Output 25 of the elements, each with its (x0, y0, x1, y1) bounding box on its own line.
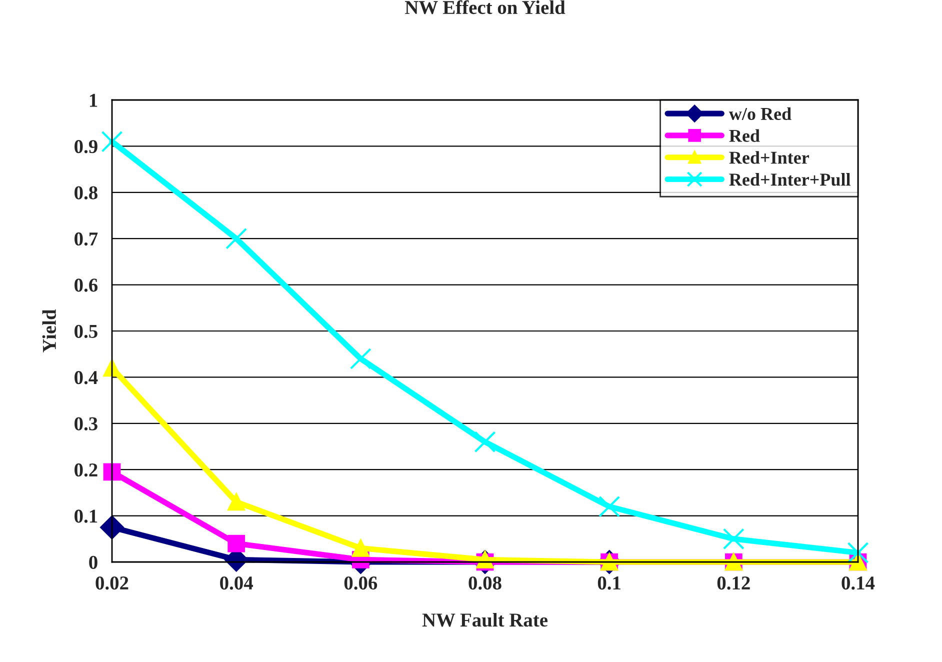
y-tick-label: 1 (90, 94, 98, 107)
x-tick-label: 0.12 (717, 576, 750, 590)
y-tick-label: 0.9 (74, 140, 98, 154)
x-axis-title: NW Fault Rate (422, 612, 548, 627)
x-tick-label: 0.14 (842, 576, 875, 590)
legend-label: Red+Inter+Pull (729, 173, 850, 186)
chart-title: NW Effect on Yield (404, 0, 566, 14)
x-tick-label: 0.04 (220, 576, 253, 590)
y-tick-label: 0.1 (74, 510, 98, 523)
y-tick-label: 0.4 (74, 371, 98, 384)
y-tick-label: 0.5 (74, 324, 98, 338)
y-tick-label: 0.2 (74, 463, 98, 477)
y-tick-label: 0.8 (74, 186, 98, 200)
y-tick-label: 0.7 (74, 232, 98, 246)
x-tick-label: 0.06 (344, 576, 378, 590)
legend-label: Red+Inter (729, 151, 809, 164)
y-tick-label: 0.6 (74, 278, 98, 292)
legend-label: Red (729, 129, 760, 142)
legend-label: w/o Red (728, 107, 792, 120)
y-axis-title: Yield (42, 309, 56, 352)
x-tick-label: 0.08 (468, 576, 502, 590)
y-tick-label: 0 (89, 556, 98, 569)
x-tick-label: 0.02 (96, 576, 128, 590)
x-tick-label: 0.1 (598, 576, 620, 590)
y-tick-label: 0.3 (74, 417, 98, 430)
